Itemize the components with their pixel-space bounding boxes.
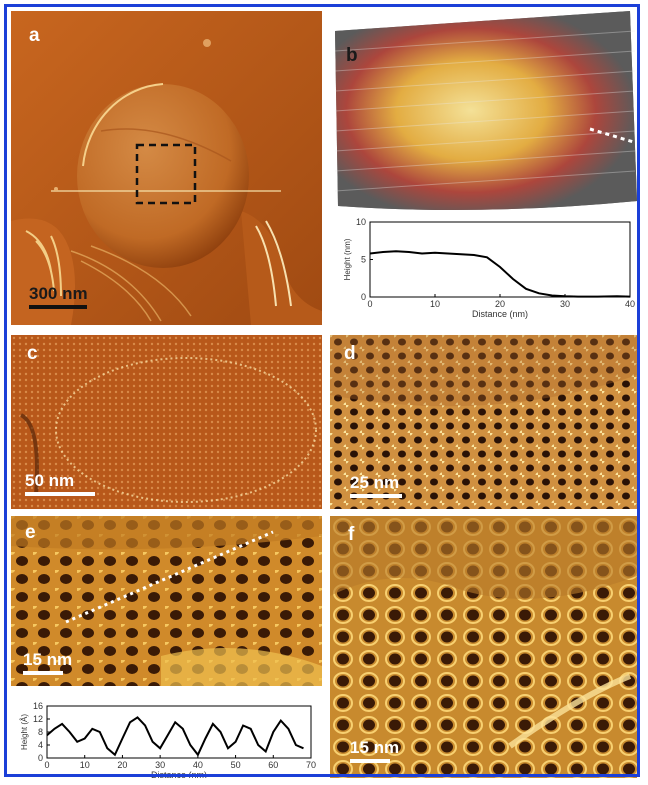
panel-e-scale-bar — [23, 671, 63, 675]
plot-e-xtick-label: 20 — [117, 760, 127, 770]
plot-e-xtick-label: 10 — [80, 760, 90, 770]
panel-a-scale-bar — [29, 305, 87, 309]
plot-e-ytick-label: 16 — [33, 701, 43, 711]
panel-b-label: b — [346, 45, 358, 66]
plot-b-xtick-label: 40 — [625, 299, 635, 309]
panel-b-image: b — [330, 11, 637, 216]
panel-c-image: c 50 nm — [11, 335, 322, 509]
plot-b-ylabel: Height (nm) — [343, 238, 352, 280]
panel-f-label: f — [348, 524, 355, 545]
panel-e-image: e 15 nm — [11, 516, 322, 686]
panel-d-image: d 25 nm — [330, 335, 637, 509]
plot-e-xlabel: Distance (nm) — [151, 770, 207, 778]
plot-e-ytick-label: 12 — [33, 714, 43, 724]
panel-d-scale-text: 25 nm — [350, 473, 400, 492]
plot-e-ytick-label: 4 — [38, 740, 43, 750]
panel-b-profile-plot: 0 10 20 30 40 0 5 10 Distance (nm) Height (nm) — [330, 216, 637, 328]
panel-f-image: f 15 nm — [330, 516, 637, 778]
panel-a-image: a 300 nm — [11, 11, 322, 325]
plot-b-xtick-label: 20 — [495, 299, 505, 309]
plot-e-ylabel: Height (Å) — [20, 714, 29, 750]
plot-b-xtick-label: 0 — [367, 299, 372, 309]
plot-b-xlabel: Distance (nm) — [472, 309, 528, 319]
panel-e-label: e — [25, 522, 36, 543]
plot-e-ytick-label: 0 — [38, 753, 43, 763]
panel-a-label: a — [29, 25, 40, 46]
plot-e-xtick-label: 40 — [193, 760, 203, 770]
panel-d-label: d — [344, 343, 356, 364]
panel-f-scale-bar — [350, 759, 390, 763]
panel-d-scale-bar — [350, 494, 402, 498]
plot-b-ytick-label: 10 — [356, 217, 366, 227]
plot-b-ytick-label: 5 — [361, 255, 366, 265]
plot-b-series-line — [369, 250, 631, 298]
plot-e-xtick-label: 0 — [44, 760, 49, 770]
plot-e-ytick-label: 8 — [38, 727, 43, 737]
panel-c-scale-bar — [25, 492, 95, 496]
panel-c-scale-text: 50 nm — [25, 471, 75, 490]
panel-f-scale-text: 15 nm — [350, 738, 400, 757]
plot-e-xtick-label: 70 — [306, 760, 316, 770]
plot-e-xtick-label: 50 — [231, 760, 241, 770]
plot-b-xtick-label: 10 — [430, 299, 440, 309]
plot-e-axes-frame — [46, 705, 312, 759]
panel-e-scale-text: 15 nm — [23, 650, 73, 669]
panel-a-scale-text: 300 nm — [29, 284, 88, 303]
plot-b-ytick-label: 0 — [361, 292, 366, 302]
plot-b-axes-frame — [369, 221, 631, 298]
panel-c-label: c — [27, 343, 38, 364]
plot-e-series-line — [46, 716, 304, 757]
plot-e-xtick-label: 30 — [155, 760, 165, 770]
plot-b-xtick-label: 30 — [560, 299, 570, 309]
panel-e-profile-plot: 0 10 20 30 40 50 60 70 0 4 8 12 16 Distance (nm) Heigh… — [11, 700, 322, 780]
plot-e-xtick-label: 60 — [268, 760, 278, 770]
